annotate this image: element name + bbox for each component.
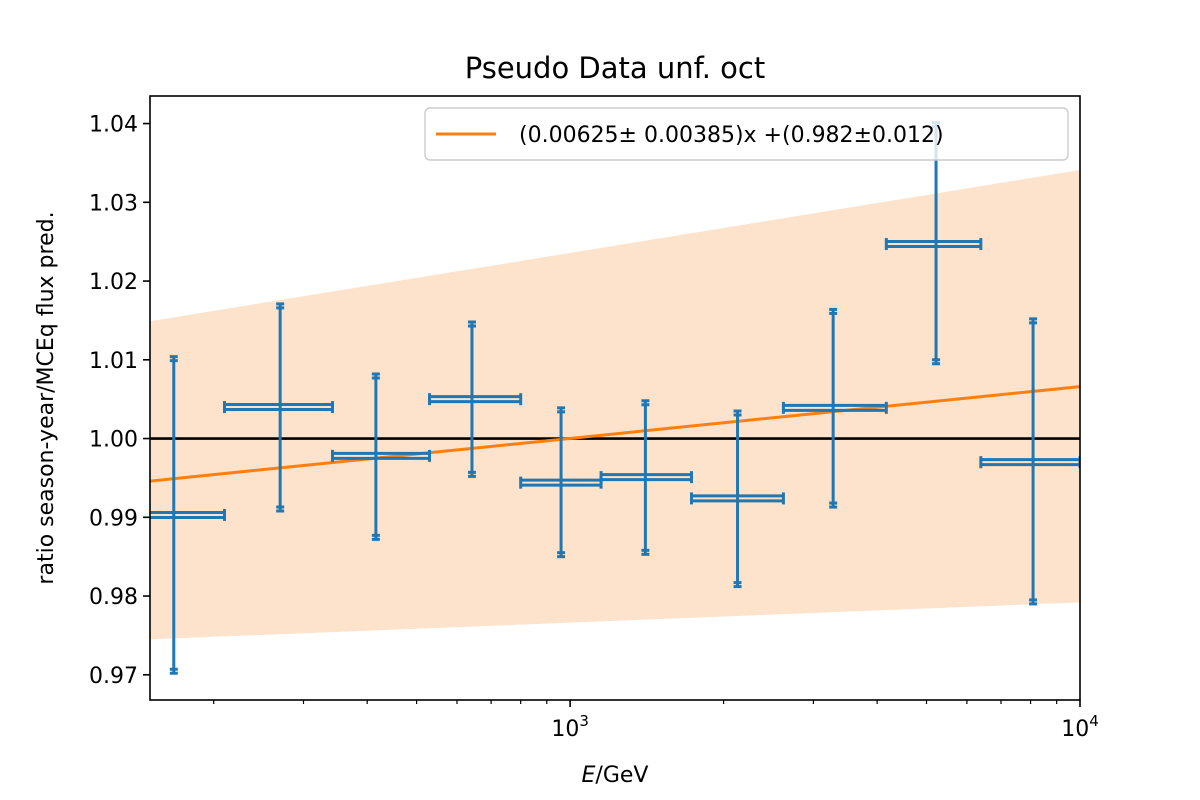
plot-frame <box>149 95 1081 701</box>
data-point-10 <box>979 317 1080 606</box>
y-tick-label: 0.99 <box>89 506 138 531</box>
x-tick-label: 104 <box>1061 712 1099 742</box>
y-tick-label: 0.97 <box>89 664 138 689</box>
data-point-2 <box>223 302 335 513</box>
fit-line <box>150 385 1080 483</box>
plot-content <box>150 121 1080 675</box>
y-tick-label: 1.01 <box>89 349 138 374</box>
data-point-7 <box>689 409 785 589</box>
y-tick-label: 1.03 <box>89 191 138 216</box>
data-point-5 <box>519 406 603 559</box>
x-tick-label: 103 <box>551 712 589 742</box>
x-axis-label-unit: /GeV <box>595 763 648 788</box>
y-tick-label: 1.04 <box>89 113 138 138</box>
axes-layer: 0.97 0.98 0.99 1.00 1.01 1.02 1.03 1.04 103 104 <box>89 113 1099 742</box>
data-point-3 <box>331 372 432 541</box>
y-tick-label: 1.00 <box>89 428 138 453</box>
legend: (0.00625± 0.00385)x +(0.982±0.012) <box>424 107 1069 161</box>
chart-title: Pseudo Data unf. oct <box>465 51 766 85</box>
y-tick-label: 1.02 <box>89 270 138 295</box>
legend-fit-label: (0.00625± 0.00385)x +(0.982±0.012) <box>519 123 944 148</box>
x-axis-label: E/GeV <box>582 763 649 788</box>
fit-uncertainty-band <box>150 170 1080 640</box>
data-point-1 <box>150 355 227 675</box>
legend-box <box>424 107 1069 161</box>
y-tick-label: 0.98 <box>89 585 138 610</box>
x-axis-label-variable: E <box>582 763 596 788</box>
data-point-4 <box>428 320 523 478</box>
data-point-8 <box>781 307 888 509</box>
y-axis-label: ratio season-year/MCEq flux pred. <box>34 211 59 584</box>
data-point-6 <box>599 399 693 556</box>
